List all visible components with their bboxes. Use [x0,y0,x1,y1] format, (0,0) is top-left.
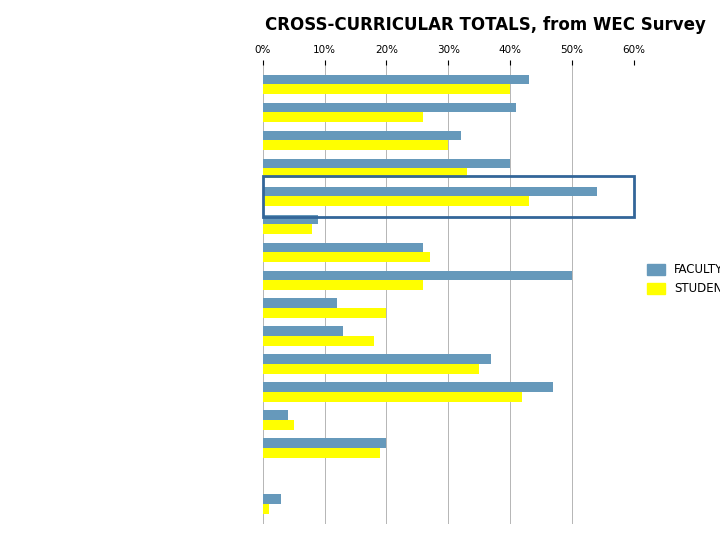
Bar [263,197,528,206]
Bar [263,140,448,150]
Bar [263,75,528,84]
Bar [263,420,294,430]
Bar [263,448,380,458]
Bar [263,410,287,420]
Bar [263,103,516,112]
Bar [263,354,492,364]
Bar [263,112,423,122]
Bar [263,280,423,290]
Bar [263,84,510,94]
Text: CROSS-CURRICULAR TOTALS, from WEC Survey: CROSS-CURRICULAR TOTALS, from WEC Survey [265,16,706,34]
Bar [263,186,596,197]
Bar [263,214,318,224]
Bar [263,495,282,504]
Bar [263,382,553,392]
Bar [263,176,634,217]
Legend: FACULTY, STUDENTS: FACULTY, STUDENTS [647,264,720,295]
Bar [263,271,572,280]
Bar [263,504,269,514]
Bar [263,364,479,374]
Bar [263,336,374,346]
Bar [263,252,430,262]
Bar [263,308,387,318]
Bar [263,299,337,308]
Bar [263,168,467,178]
Bar [263,242,423,252]
Bar [263,438,387,448]
Bar [263,327,343,336]
Bar [263,224,312,234]
Bar [263,392,523,402]
Bar [263,159,510,168]
Bar [263,131,461,140]
